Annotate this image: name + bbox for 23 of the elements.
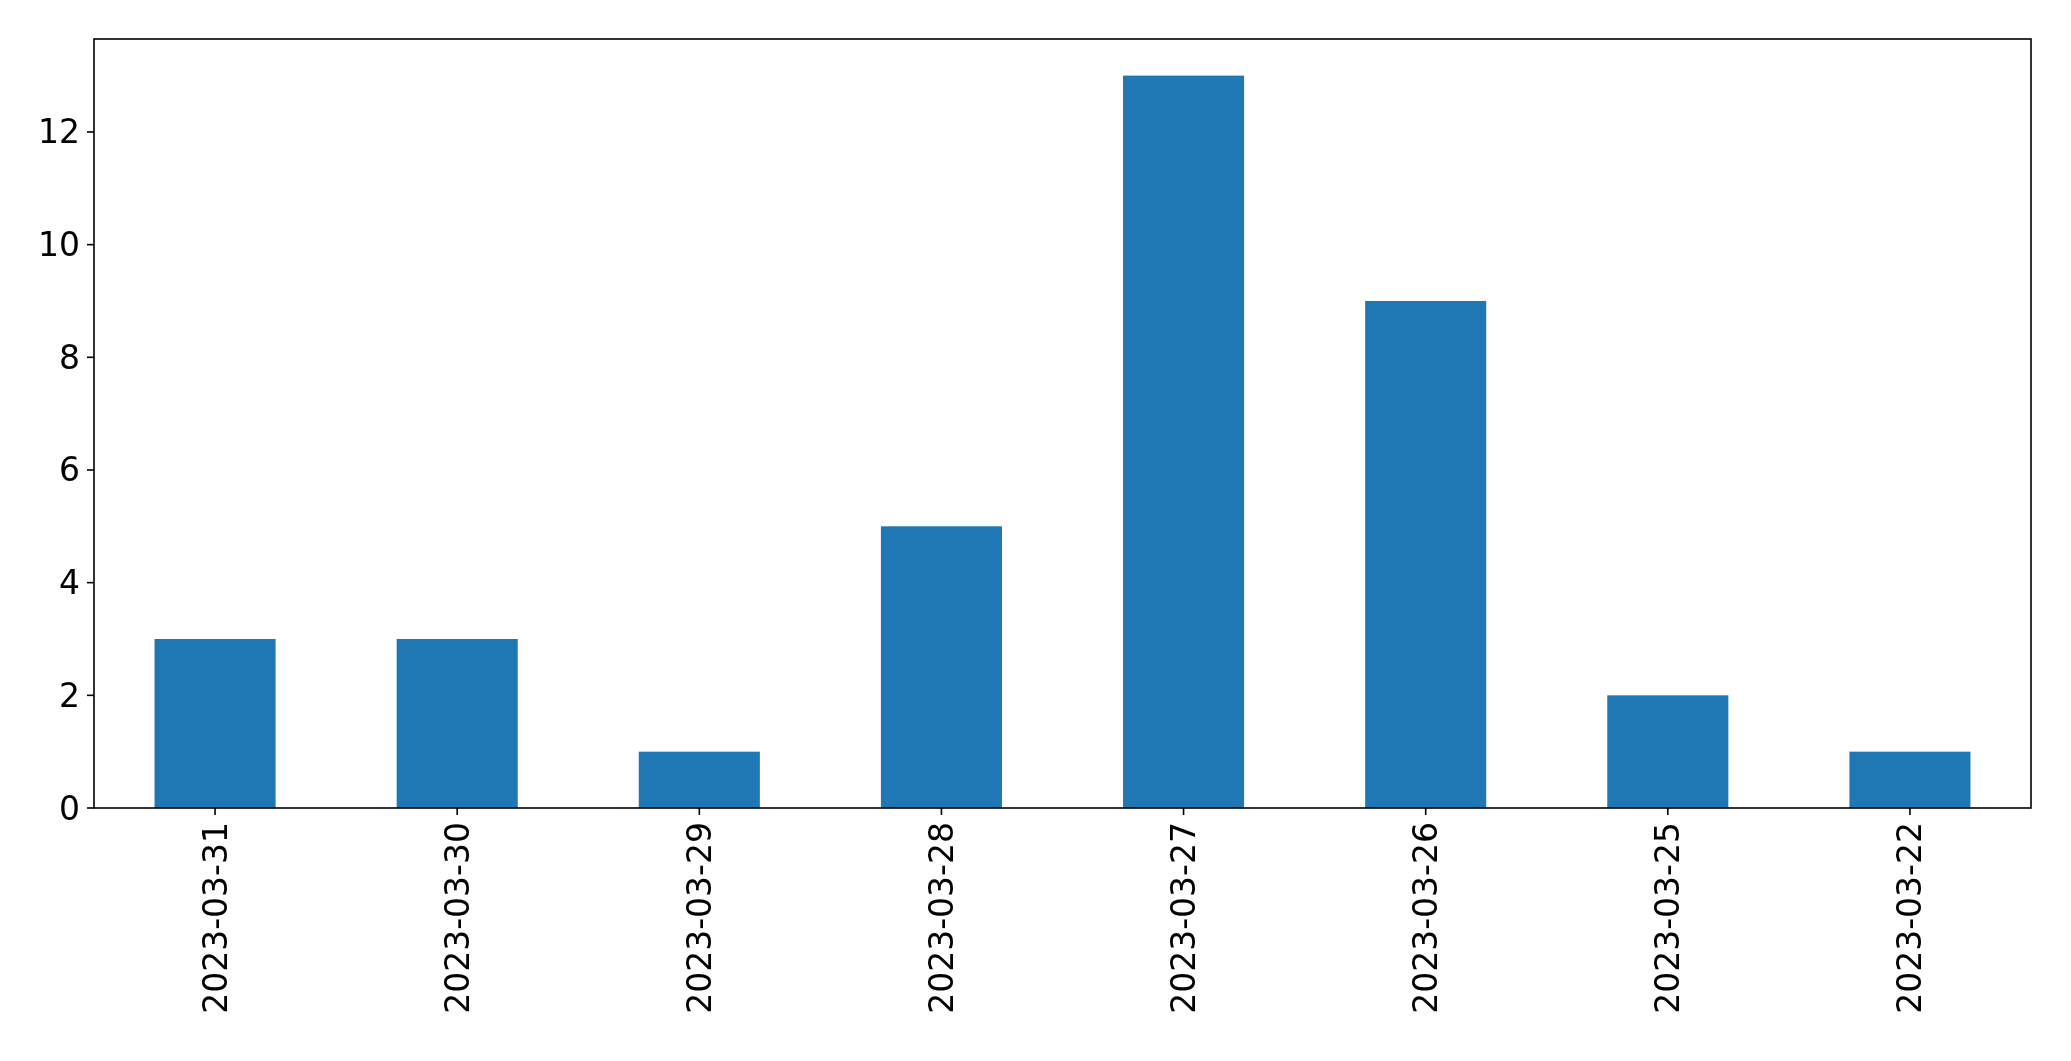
x-tick-label: 2023-03-31 xyxy=(195,822,235,1014)
bar xyxy=(154,638,276,808)
bar xyxy=(880,526,1002,808)
x-tick-label: 2023-03-25 xyxy=(1648,822,1688,1014)
x-tick-label: 2023-03-22 xyxy=(1890,822,1930,1014)
y-tick-label: 6 xyxy=(59,450,80,490)
y-tick-label: 8 xyxy=(59,337,80,377)
bar xyxy=(1849,751,1971,808)
x-tick-label: 2023-03-30 xyxy=(437,822,477,1014)
x-tick-label: 2023-03-26 xyxy=(1406,822,1446,1014)
x-tick-label: 2023-03-28 xyxy=(921,822,961,1014)
bar xyxy=(1123,75,1245,808)
y-tick-label: 4 xyxy=(59,563,80,603)
bar xyxy=(638,751,760,808)
y-tick-label: 10 xyxy=(38,225,80,265)
x-tick-label: 2023-03-27 xyxy=(1164,822,1204,1014)
bar xyxy=(1607,695,1729,808)
bar xyxy=(1365,300,1487,808)
y-tick-label: 2 xyxy=(59,675,80,715)
y-tick-label: 0 xyxy=(59,788,80,828)
y-tick-label: 12 xyxy=(38,112,80,152)
bar xyxy=(396,638,518,808)
x-tick-label: 2023-03-29 xyxy=(679,822,719,1014)
